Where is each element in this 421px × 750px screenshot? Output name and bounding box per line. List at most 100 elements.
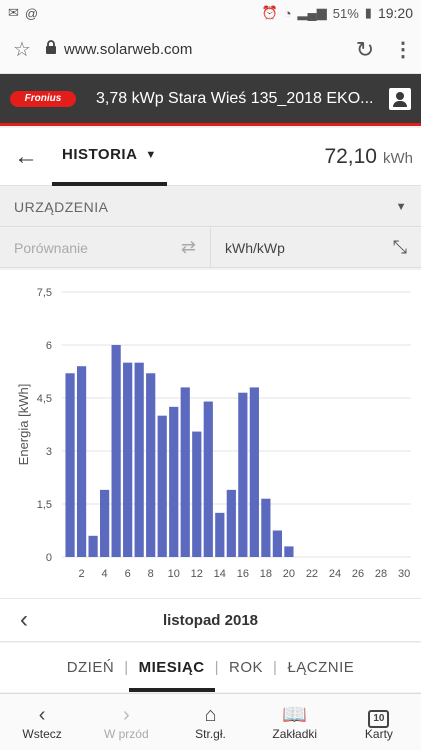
chart-bar (215, 512, 225, 557)
clock: 19:20 (377, 5, 413, 21)
at-icon: @ (24, 5, 39, 21)
chart-bar (88, 535, 98, 557)
x-tick-label: 6 (125, 568, 131, 580)
nav-home-label: Str.gł. (195, 727, 226, 741)
star-icon[interactable]: ☆ (13, 39, 31, 61)
battery-level: 51% (332, 5, 359, 21)
y-axis-label: Energia [kWh] (16, 384, 31, 466)
tab-count: 10 (368, 710, 390, 728)
caret-down-icon: ▼ (145, 148, 157, 161)
chart-bar (284, 546, 294, 557)
energy-chart: 0 1,5 3 4,5 6 7,5 Energia [kWh] 2 4 6 8 10 12 14 16 18 2… (0, 270, 421, 598)
home-icon: ⌂ (204, 704, 217, 726)
compare-placeholder: Porównanie (14, 239, 88, 256)
nav-forward-button[interactable]: › W przód (84, 694, 168, 750)
chart-bar (169, 406, 179, 557)
energy-total-unit: kWh (383, 149, 413, 167)
chart-bar (65, 373, 75, 557)
battery-icon: ▮ (364, 5, 372, 20)
devices-label: URZĄDZENIA (14, 198, 109, 215)
y-tick-label: 4,5 (37, 393, 52, 405)
nav-back-button[interactable]: ‹ Wstecz (0, 694, 84, 750)
alarm-icon: ⏰ (261, 5, 278, 20)
devices-dropdown[interactable]: URZĄDZENIA ▼ (0, 187, 421, 227)
chart-bar (192, 431, 202, 557)
app-header: Fronius 3,78 kWp Stara Wieś 135_2018 EKO… (0, 74, 421, 126)
x-tick-label: 16 (237, 568, 249, 580)
chart-bar (238, 392, 248, 557)
reload-icon[interactable]: ↻ (355, 36, 375, 62)
previous-month-icon[interactable]: ‹ (20, 606, 28, 633)
divider: | (214, 659, 220, 676)
site-title: 3,78 kWp Stara Wieś 135_2018 EKO... (96, 89, 374, 107)
chart-bar (157, 415, 167, 557)
x-tick-label: 26 (352, 568, 364, 580)
notification-icon: ✉ (8, 5, 19, 20)
menu-dots-icon[interactable]: ⋮ (393, 39, 413, 61)
nav-back-label: Wstecz (22, 727, 62, 741)
chart-bar (261, 498, 271, 557)
x-tick-label: 2 (79, 568, 85, 580)
compare-field[interactable]: Porównanie ⇄ (0, 228, 211, 267)
url-text[interactable]: www.solarweb.com (64, 41, 193, 58)
chart-bar (123, 362, 133, 557)
divider: | (124, 659, 129, 676)
x-tick-label: 12 (191, 568, 203, 580)
book-icon: 📖 (282, 704, 308, 726)
lock-icon (44, 40, 58, 59)
x-tick-label: 18 (260, 568, 272, 580)
chart-bar (146, 373, 156, 557)
period-tabs: DZIEŃ | MIESIĄC | ROK | ŁĄCZNIE (0, 643, 421, 692)
x-tick-label: 22 (306, 568, 318, 580)
chart-bar (111, 345, 121, 557)
tab-total[interactable]: ŁĄCZNIE (287, 659, 355, 676)
x-tick-label: 8 (148, 568, 154, 580)
month-selector: ‹ listopad 2018 (0, 598, 421, 642)
energy-total: 72,10 kWh (324, 145, 413, 169)
signal-icon: ▂▄▆ (297, 5, 327, 20)
brand-logo[interactable]: Fronius (10, 90, 76, 107)
chart-bar (100, 489, 110, 557)
history-dropdown[interactable]: HISTORIA ▼ (52, 128, 167, 186)
chevron-right-icon: › (122, 704, 130, 726)
expand-icon[interactable]: ⤡ (392, 237, 407, 257)
nav-forward-label: W przód (103, 727, 149, 741)
month-label: listopad 2018 (162, 611, 259, 629)
nav-home-button[interactable]: ⌂ Str.gł. (168, 694, 252, 750)
tabs-icon: 10 (368, 703, 390, 728)
nav-bookmarks-label: Zakładki (272, 727, 318, 741)
nav-tabs-button[interactable]: 10 Karty (337, 694, 421, 750)
status-bar: ✉ @ ⏰ ◔ ▂▄▆ 51% ▮ 19:20 (0, 0, 421, 26)
browser-url-bar: ☆ www.solarweb.com ↻ ⋮ (0, 26, 421, 74)
nav-tabs-label: Karty (364, 727, 393, 741)
x-tick-label: 28 (375, 568, 387, 580)
y-tick-label: 1,5 (37, 499, 52, 511)
account-icon[interactable] (389, 87, 411, 110)
divider: | (273, 659, 278, 676)
x-tick-label: 4 (102, 568, 108, 580)
chart-bar (272, 530, 282, 557)
caret-down-icon: ▼ (395, 200, 407, 213)
browser-bottom-nav: ‹ Wstecz › W przód ⌂ Str.gł. 📖 Zakładki … (0, 693, 421, 750)
back-arrow-icon[interactable]: ← (14, 142, 38, 170)
chart-bar (203, 401, 213, 557)
tab-day[interactable]: DZIEŃ (66, 659, 115, 676)
x-tick-label: 10 (168, 568, 180, 580)
unit-label: kWh/kWp (225, 239, 285, 256)
wifi-icon: ◔ (283, 5, 292, 21)
y-tick-label: 7,5 (37, 287, 52, 299)
compare-row: Porównanie ⇄ kWh/kWp ⤡ (0, 228, 421, 268)
chart-bar (134, 362, 144, 557)
unit-selector[interactable]: kWh/kWp ⤡ (211, 228, 421, 267)
y-tick-label: 3 (46, 446, 52, 458)
chart-bar (249, 387, 259, 557)
energy-total-value: 72,10 (324, 144, 377, 168)
x-tick-label: 14 (214, 568, 226, 580)
nav-bookmarks-button[interactable]: 📖 Zakładki (253, 694, 337, 750)
tab-year[interactable]: ROK (229, 659, 264, 676)
chart-bar (226, 489, 236, 557)
x-tick-label: 20 (283, 568, 295, 580)
tab-month[interactable]: MIESIĄC (128, 643, 215, 692)
swap-arrows-icon: ⇄ (180, 237, 196, 257)
